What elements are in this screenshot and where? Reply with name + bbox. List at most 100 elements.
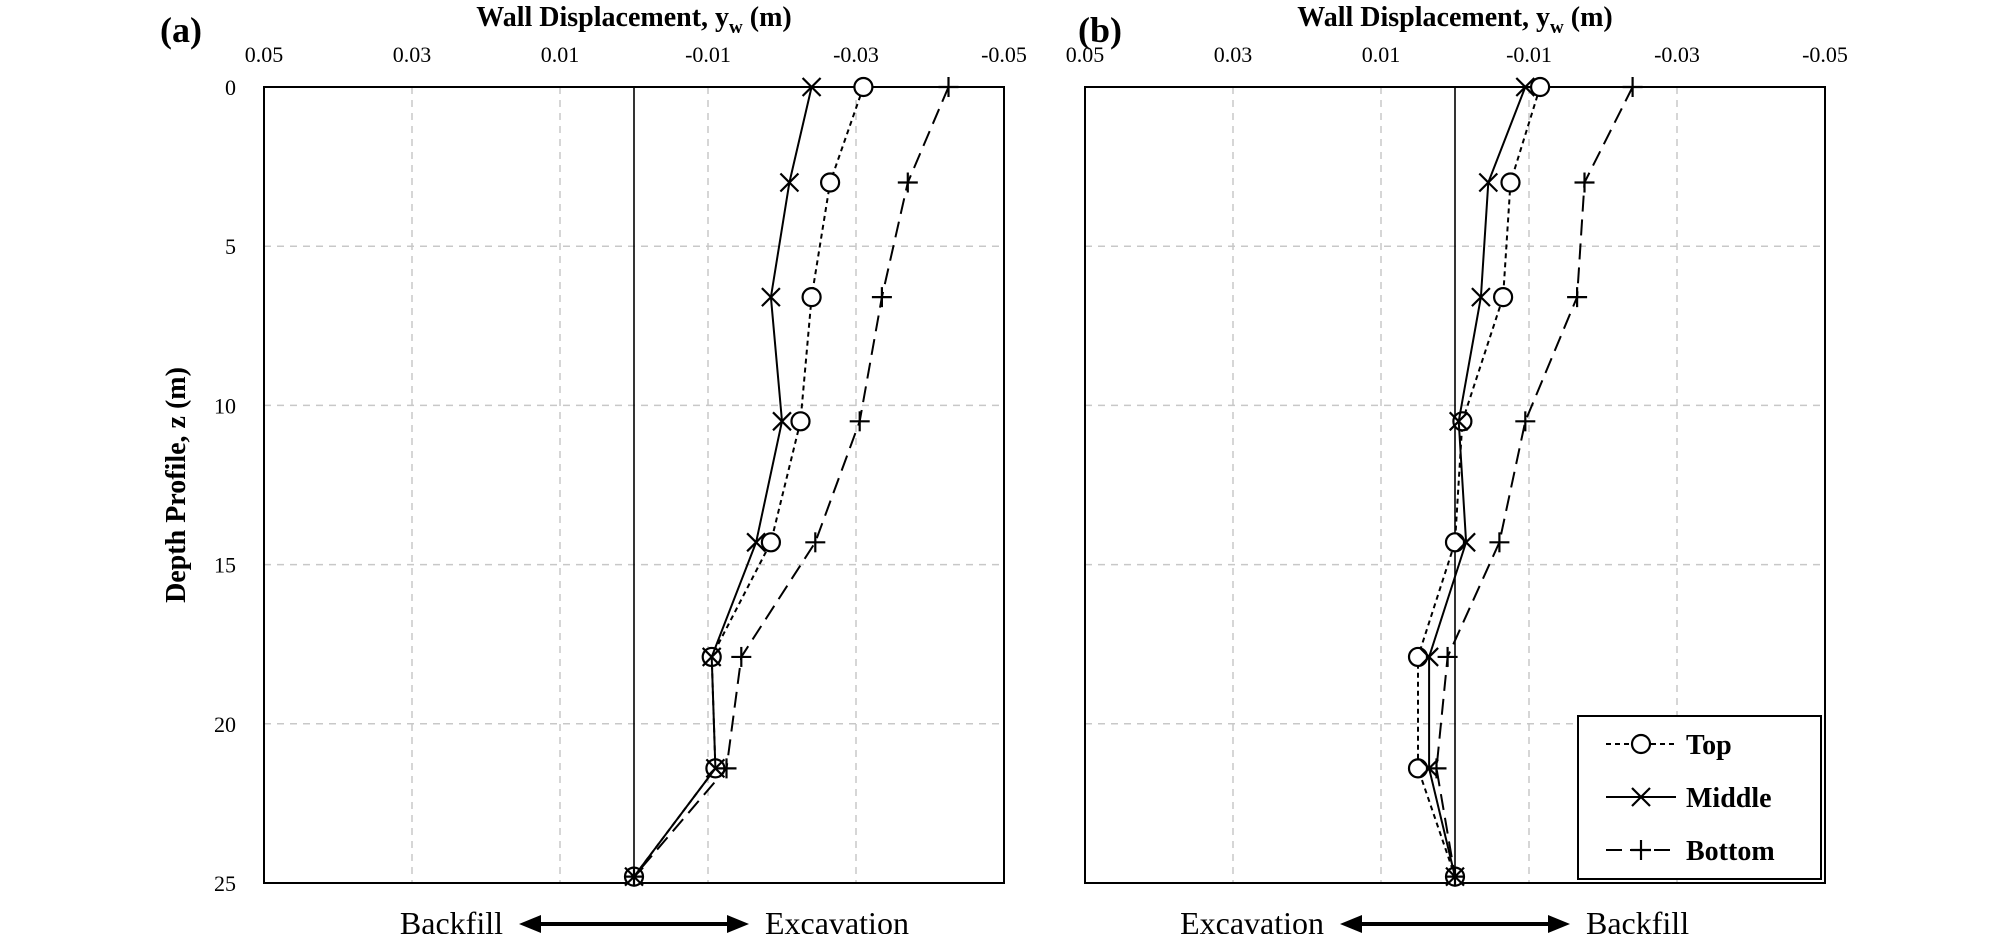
panel-a-y-tick-label: 5 bbox=[225, 234, 236, 259]
panel-b-direction-arrow-right-head bbox=[1548, 915, 1570, 933]
panel-a-series-middle-point bbox=[779, 172, 800, 193]
panel-a-direction-arrow-right-head bbox=[727, 915, 749, 933]
panel-a-title: Wall Displacement, yw (m) bbox=[476, 2, 791, 38]
panel-b-legend-swatch-marker-stroke-2 bbox=[1631, 787, 1651, 807]
panel-b-series-middle-point bbox=[1478, 172, 1499, 193]
panel-a-y-tick-label: 20 bbox=[214, 712, 236, 737]
panel-b-series-bottom-line bbox=[1435, 86, 1634, 877]
panel-a-y-axis-label: Depth Profile, z (m) bbox=[161, 367, 192, 603]
panel-a-series-bottom-point bbox=[805, 532, 826, 553]
panel-a-series-bottom-point bbox=[897, 172, 918, 193]
panel-b-legend-entry-middle: Middle bbox=[1606, 783, 1772, 814]
panel-b-bottom-right-label: Backfill bbox=[1586, 905, 1689, 934]
panel-a-series-middle-point-stroke-2 bbox=[772, 411, 792, 432]
panel-b-series-middle-point bbox=[1419, 647, 1439, 667]
panel-b-series-top-point bbox=[1529, 76, 1551, 98]
panel-a-x-tick-label: -0.03 bbox=[833, 42, 879, 67]
panel-b-series-bottom-point bbox=[1622, 77, 1643, 97]
panel-b-series-top-line bbox=[1417, 86, 1542, 877]
panel-b-series-bottom-point bbox=[1426, 758, 1447, 779]
panel-a-x-tick-label: 0.03 bbox=[393, 42, 432, 67]
panel-a-series-bottom-point bbox=[871, 287, 892, 308]
panel-a-series-top-point bbox=[801, 287, 822, 308]
panel-a-x-tick-label: -0.01 bbox=[685, 42, 731, 67]
panel-a-series-middle-point bbox=[701, 647, 722, 667]
panel-a-series-middle-point bbox=[772, 411, 792, 432]
panel-a-series-bottom bbox=[624, 77, 959, 887]
panel-b-x-tick-label: 0.03 bbox=[1214, 42, 1253, 67]
panel-a-y-tick-label: 15 bbox=[214, 553, 236, 578]
panel-a-series-top-point bbox=[853, 76, 874, 98]
panel-b-bottom-left-label: Excavation bbox=[1180, 905, 1324, 934]
panel-b-series-top-point bbox=[1407, 646, 1429, 668]
panel-b-title-main: Wall Displacement, y bbox=[1297, 2, 1550, 33]
panel-b-series-middle-point bbox=[1456, 532, 1476, 553]
panel-a-series-bottom-point bbox=[716, 758, 737, 779]
panel-a-label: (a) bbox=[160, 10, 202, 50]
panel-b-legend-label: Top bbox=[1686, 730, 1732, 761]
panel-a-series-top-point bbox=[819, 172, 841, 193]
panel-b-series-middle-point bbox=[1471, 287, 1491, 307]
panel-b-x-tick-label: -0.01 bbox=[1506, 42, 1552, 67]
panel-b-series-middle-point-stroke-2 bbox=[1456, 532, 1476, 553]
panel-b-series-middle-point-stroke-2 bbox=[1471, 287, 1491, 307]
panel-b-legend-entry-bottom: Bottom bbox=[1606, 836, 1775, 867]
panel-b-series-middle-point-stroke-2 bbox=[1448, 411, 1469, 432]
panel-b-legend-entry-top: Top bbox=[1606, 730, 1732, 761]
panel-b-series-top-point bbox=[1444, 532, 1466, 553]
panel-b-series-middle-line bbox=[1428, 86, 1527, 877]
panel-b-legend-swatch-marker bbox=[1630, 733, 1652, 755]
panel-b-label: (b) bbox=[1078, 10, 1122, 50]
panel-b-series-top-point bbox=[1500, 172, 1521, 193]
panel-b: 0.05 0.03 0.01 -0.01 -0.03 -0.05 Wall Displace… bbox=[1066, 2, 1848, 934]
panel-b-series-middle-point bbox=[1515, 77, 1536, 97]
panel-a-series-bottom-point bbox=[849, 411, 870, 432]
panel-b-x-tick-label: -0.05 bbox=[1802, 42, 1848, 67]
panel-a-x-tick-label: 0.01 bbox=[541, 42, 580, 67]
panel-b-x-tick-label: 0.05 bbox=[1066, 42, 1105, 67]
panel-b-series-bottom-point bbox=[1567, 287, 1588, 308]
panel-a-title-unit: (m) bbox=[743, 2, 792, 33]
panel-a-series-middle-point bbox=[801, 77, 822, 97]
panel-b-x-tick-label: -0.03 bbox=[1654, 42, 1700, 67]
panel-b-legend-label: Bottom bbox=[1686, 836, 1775, 867]
panel-a-series-middle-point-stroke-2 bbox=[761, 287, 781, 307]
panel-a-x-tick-label: -0.05 bbox=[981, 42, 1027, 67]
panel-b-series-bottom-point bbox=[1515, 411, 1536, 432]
panel-b-legend-swatch-marker bbox=[1631, 787, 1651, 807]
panel-a-x-tick-label: 0.05 bbox=[245, 42, 284, 67]
panel-b-direction-arrow-left-head bbox=[1340, 915, 1362, 933]
panel-b-series-top-point bbox=[1492, 287, 1514, 308]
panel-b-series-bottom bbox=[1426, 77, 1643, 887]
panel-a-series-middle-point-stroke-2 bbox=[779, 172, 800, 193]
panel-b-series-middle-point-stroke-2 bbox=[1515, 77, 1536, 97]
panel-a-direction-arrow-left-head bbox=[519, 915, 541, 933]
panel-a-series-middle-point-stroke-2 bbox=[701, 647, 722, 667]
panel-a-series-bottom-point bbox=[938, 77, 959, 97]
panel-a-y-tick-label: 10 bbox=[214, 393, 236, 418]
panel-b-title-unit: (m) bbox=[1564, 2, 1613, 33]
panel-a-series-middle-point-stroke-2 bbox=[801, 77, 822, 97]
panel-a: 0.05 0.03 0.01 -0.01 -0.03 -0.05 0 5 10 15 20 25 Wal… bbox=[160, 2, 1027, 934]
panel-b-legend: Top Middle Bottom bbox=[1577, 715, 1822, 880]
panel-b-series-top-point bbox=[1452, 411, 1473, 432]
panel-a-series-middle-point bbox=[746, 532, 766, 553]
panel-a-series-middle-line bbox=[633, 86, 813, 878]
panel-b-x-tick-label: 0.01 bbox=[1362, 42, 1401, 67]
panel-a-bottom-left-label: Backfill bbox=[400, 905, 503, 934]
panel-a-series-top-line bbox=[633, 86, 865, 878]
panel-b-series-middle-point-stroke-2 bbox=[1419, 647, 1439, 667]
panel-a-title-main: Wall Displacement, y bbox=[476, 2, 729, 33]
panel-b-title: Wall Displacement, yw (m) bbox=[1297, 2, 1612, 38]
panel-b-title-subscript: w bbox=[1550, 17, 1564, 38]
panel-a-series-bottom-point bbox=[731, 646, 752, 667]
panel-a-series-bottom-line bbox=[633, 86, 950, 878]
panel-a-title-subscript: w bbox=[729, 17, 743, 38]
panel-a-series-bottom-point bbox=[624, 866, 644, 887]
panel-b-series-bottom-point bbox=[1489, 532, 1510, 553]
panel-a-series-middle-point-stroke-2 bbox=[705, 758, 726, 779]
panel-b-legend-label: Middle bbox=[1686, 783, 1772, 814]
panel-a-series-top-point bbox=[790, 411, 811, 432]
panel-b-legend-swatch-marker bbox=[1631, 840, 1651, 860]
